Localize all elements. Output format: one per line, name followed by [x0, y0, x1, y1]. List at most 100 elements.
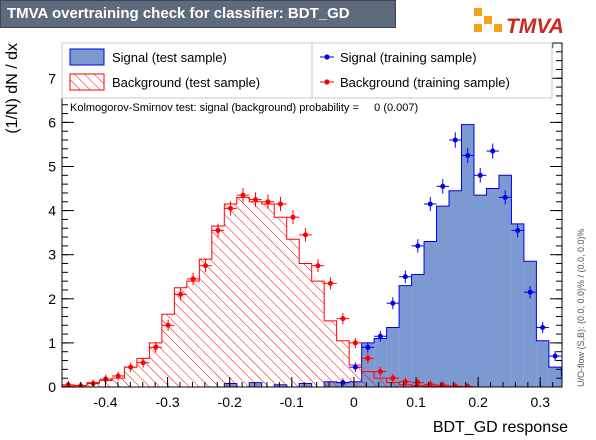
background-test-bar [161, 314, 175, 387]
x-tick-label: -0.1 [280, 394, 304, 410]
x-tick-label: -0.4 [93, 394, 117, 410]
histogram-layer [62, 124, 562, 387]
background-test-bar [149, 342, 162, 387]
legend-marker-signal-train [324, 54, 330, 60]
background-test-bar [186, 281, 200, 387]
background-train-point [302, 232, 308, 238]
background-train-point [228, 205, 234, 211]
signal-train-point [465, 152, 471, 158]
background-test-bar [261, 203, 275, 387]
signal-train-point [515, 227, 521, 233]
signal-train-point [365, 344, 371, 350]
signal-test-bar [386, 327, 400, 387]
y-tick-label: 2 [48, 291, 56, 307]
background-test-bar [174, 287, 187, 387]
background-train-point [390, 375, 396, 381]
legend-swatch-background-test [69, 73, 105, 91]
legend-box-right [311, 42, 553, 99]
legend-label-signal-train: Signal (training sample) [340, 50, 477, 65]
y-tick-label: 0 [48, 379, 56, 395]
background-test-bar [311, 281, 325, 387]
x-tick-label: 0 [350, 394, 358, 410]
background-test-bar [299, 263, 312, 387]
background-train-point [290, 214, 296, 220]
background-test-bar [286, 239, 300, 387]
background-test-bar [236, 197, 250, 387]
y-tick-label: 4 [48, 203, 56, 219]
signal-test-bar [399, 285, 412, 387]
signal-train-point [490, 148, 496, 154]
signal-train-point [440, 183, 446, 189]
logo-square-4 [494, 24, 502, 32]
background-train-point [190, 276, 196, 282]
background-train-point [265, 199, 271, 205]
background-test-bar [249, 201, 262, 387]
y-tick-label: 7 [48, 70, 56, 86]
background-train-point [365, 355, 371, 361]
background-train-point [203, 263, 209, 269]
signal-train-point [377, 333, 383, 339]
signal-test-bar [523, 261, 537, 387]
x-tick-label: 0.2 [468, 394, 488, 410]
legend: Signal (test sample) Background (test sa… [61, 42, 553, 99]
legend-label-background-train: Background (training sample) [340, 75, 510, 90]
background-train-point [452, 383, 458, 387]
background-train-point [427, 381, 433, 387]
signal-train-point [477, 172, 483, 178]
background-test-bar [336, 340, 350, 387]
background-test-bar [399, 384, 412, 387]
background-train-point [165, 322, 171, 328]
signal-test-bar [511, 223, 524, 387]
signal-train-point [540, 324, 546, 330]
chart-title: TMVA overtraining check for classifier: … [7, 5, 350, 22]
background-train-point [340, 316, 346, 322]
signal-train-point [415, 243, 421, 249]
y-tick-label: 3 [48, 247, 56, 263]
background-test-bar [374, 378, 387, 387]
background-test-bar [361, 371, 375, 387]
background-test-bar [224, 203, 237, 387]
background-train-point [465, 384, 471, 387]
background-train-point [178, 291, 184, 297]
background-train-point [440, 382, 446, 387]
signal-train-point [452, 137, 458, 143]
legend-label-signal-test: Signal (test sample) [112, 50, 227, 65]
signal-test-bar [424, 241, 437, 387]
signal-train-point [502, 194, 508, 200]
signal-train-point [390, 300, 396, 306]
signal-train-point [402, 274, 408, 280]
background-train-point [128, 364, 134, 370]
background-train-point [315, 263, 321, 269]
signal-test-bar [436, 206, 450, 387]
y-axis-label: (1/N) dN / dx [4, 43, 21, 134]
background-train-point [253, 197, 259, 203]
overflow-note: U/O-flow (S,B): (0.0, 0.0)% / (0.0, 0.0)… [576, 228, 586, 387]
tmva-logo: TMVA [474, 8, 564, 38]
background-train-point [377, 369, 383, 375]
signal-test-bar [498, 175, 512, 387]
background-test-bar [349, 364, 362, 387]
legend-label-background-test: Background (test sample) [112, 75, 260, 90]
background-test-bar [324, 320, 337, 387]
y-tick-label: 1 [48, 335, 56, 351]
signal-test-bar [449, 190, 462, 387]
signal-test-bar [473, 195, 487, 387]
signal-test-bar [486, 188, 499, 387]
x-tick-label: 0.3 [531, 394, 551, 410]
signal-test-bar [374, 338, 387, 387]
background-train-point [415, 380, 421, 386]
background-train-point [240, 192, 246, 198]
points-layer [62, 132, 570, 387]
background-train-point [115, 373, 121, 379]
signal-test-bar [561, 375, 562, 387]
background-train-point [153, 344, 159, 350]
logo-text: TMVA [506, 15, 564, 38]
background-test-bar [199, 259, 212, 387]
signal-train-point [352, 364, 358, 370]
axes-layer: -0.4 -0.3 -0.2 -0.1 0 0.1 0.2 0.3 0 1 2 3 4 5 6 7 [48, 42, 563, 410]
title-bar: TMVA overtraining check for classifier: … [0, 0, 396, 28]
signal-train-point [427, 201, 433, 207]
x-tick-label: -0.2 [218, 394, 242, 410]
signal-train-point [565, 365, 570, 370]
ks-test-text: Kolmogorov-Smirnov test: signal (backgro… [70, 102, 418, 114]
